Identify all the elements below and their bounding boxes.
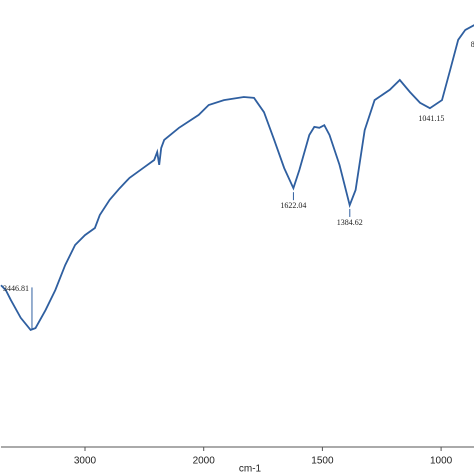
- spectrum-line: [0, 24, 474, 331]
- peak-label: 3446.81: [3, 284, 29, 293]
- x-tick-label: 2000: [193, 456, 216, 467]
- peak-label: 1622.04: [280, 201, 306, 210]
- x-tick-label: 1000: [430, 456, 453, 467]
- x-axis-label: cm-1: [239, 464, 262, 474]
- peak-label: 1384.62: [337, 218, 363, 227]
- x-tick-label: 1500: [311, 456, 334, 467]
- peak-label: 87: [471, 40, 474, 49]
- peak-label: 1041.15: [418, 114, 444, 123]
- x-tick-label: 3000: [74, 456, 97, 467]
